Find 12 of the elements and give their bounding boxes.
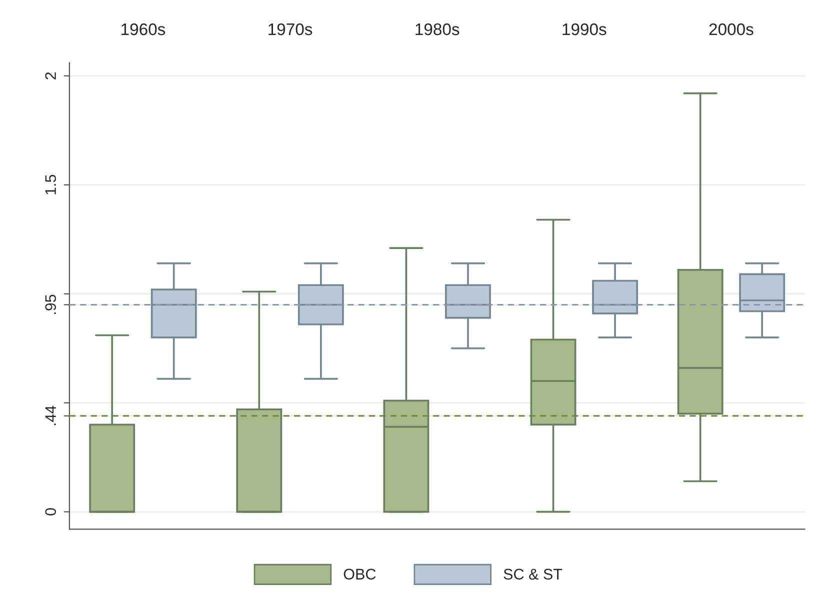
x-tick-label: 1960s: [122, 23, 166, 36]
legend-label: SC & ST: [504, 568, 562, 580]
x-tick-label: 1970s: [268, 23, 312, 36]
y-tick-label: 1.5: [45, 174, 56, 194]
x-tick-label: 2000s: [709, 23, 754, 36]
y-tick-label: .95: [45, 294, 56, 314]
y-tick-label: 2: [45, 72, 56, 80]
y-tick-label: .44: [45, 406, 56, 426]
x-tick-label: 1980s: [416, 23, 460, 36]
y-tick-label: 0: [45, 508, 56, 516]
legend-label: OBC: [344, 568, 376, 580]
x-tick-label: 1990s: [562, 23, 606, 36]
